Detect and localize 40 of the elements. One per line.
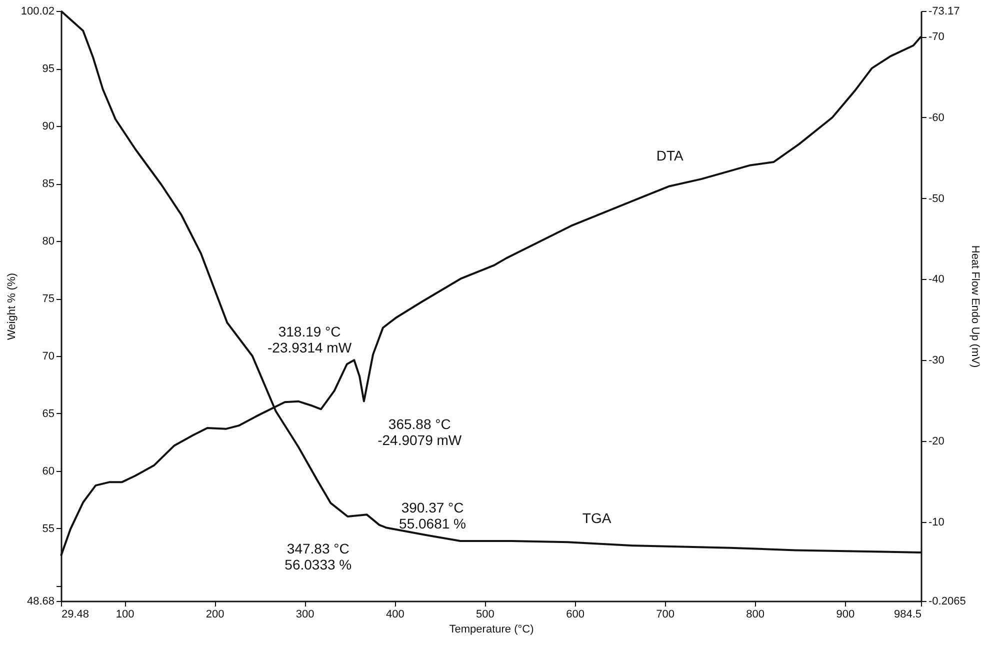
x-tick-label: 400: [386, 608, 404, 620]
x-tick-label: 984.5: [894, 608, 922, 620]
y2-tick-label: -0.2065: [928, 596, 966, 608]
y-tick-label: 80: [42, 236, 54, 248]
y-tick-label: 95: [42, 63, 54, 76]
y-tick-label: 100.02: [20, 6, 54, 18]
x-tick-label: 100: [116, 608, 134, 620]
annotation: 390.37 °C 55.0681 %: [399, 499, 466, 532]
x-tick-label: 500: [476, 608, 494, 620]
y-tick-label: 90: [42, 120, 54, 133]
y-tick-label: 85: [42, 178, 54, 190]
annotation: 347.83 °C 56.0333 %: [284, 540, 352, 573]
y2-axis-title: Heat Flow Endo Up (mV): [968, 245, 981, 368]
x-axis-title: Temperature (°C): [449, 624, 534, 636]
y-tick-label: 70: [42, 350, 54, 362]
y2-tick-label: -30: [928, 354, 944, 367]
y2-tick-label: -10: [928, 516, 944, 528]
y-axis-title: Weight % (%): [6, 272, 18, 340]
y-tick-label: 55: [42, 522, 54, 535]
annotation: 365.88 °C -24.9079 mW: [378, 416, 462, 448]
y-tick-label: 65: [42, 408, 54, 420]
annotation: 318.19 °C -23.9314 mW: [268, 324, 352, 356]
annotation: TGA: [582, 510, 612, 526]
y-tick-label: 48.68: [26, 596, 54, 608]
y2-tick-label: -50: [928, 192, 944, 205]
y2-tick-label: -20: [928, 435, 944, 448]
x-tick-label: 300: [296, 608, 314, 620]
x-tick-label: 800: [746, 608, 765, 620]
x-tick-label: 600: [566, 608, 584, 620]
x-tick-label: 900: [836, 608, 855, 620]
y2-tick-label: -60: [928, 112, 944, 124]
y2-tick-label: -40: [928, 274, 944, 286]
x-tick-label: 29.48: [62, 608, 90, 620]
y-tick-label: 60: [42, 465, 54, 478]
y2-tick-label: -73.17: [928, 6, 960, 18]
x-tick-label: 200: [206, 608, 224, 620]
annotation: DTA: [656, 148, 684, 164]
y2-tick-label: -70: [928, 31, 944, 44]
x-tick-label: 700: [656, 608, 674, 620]
y-tick-label: 75: [42, 293, 54, 306]
